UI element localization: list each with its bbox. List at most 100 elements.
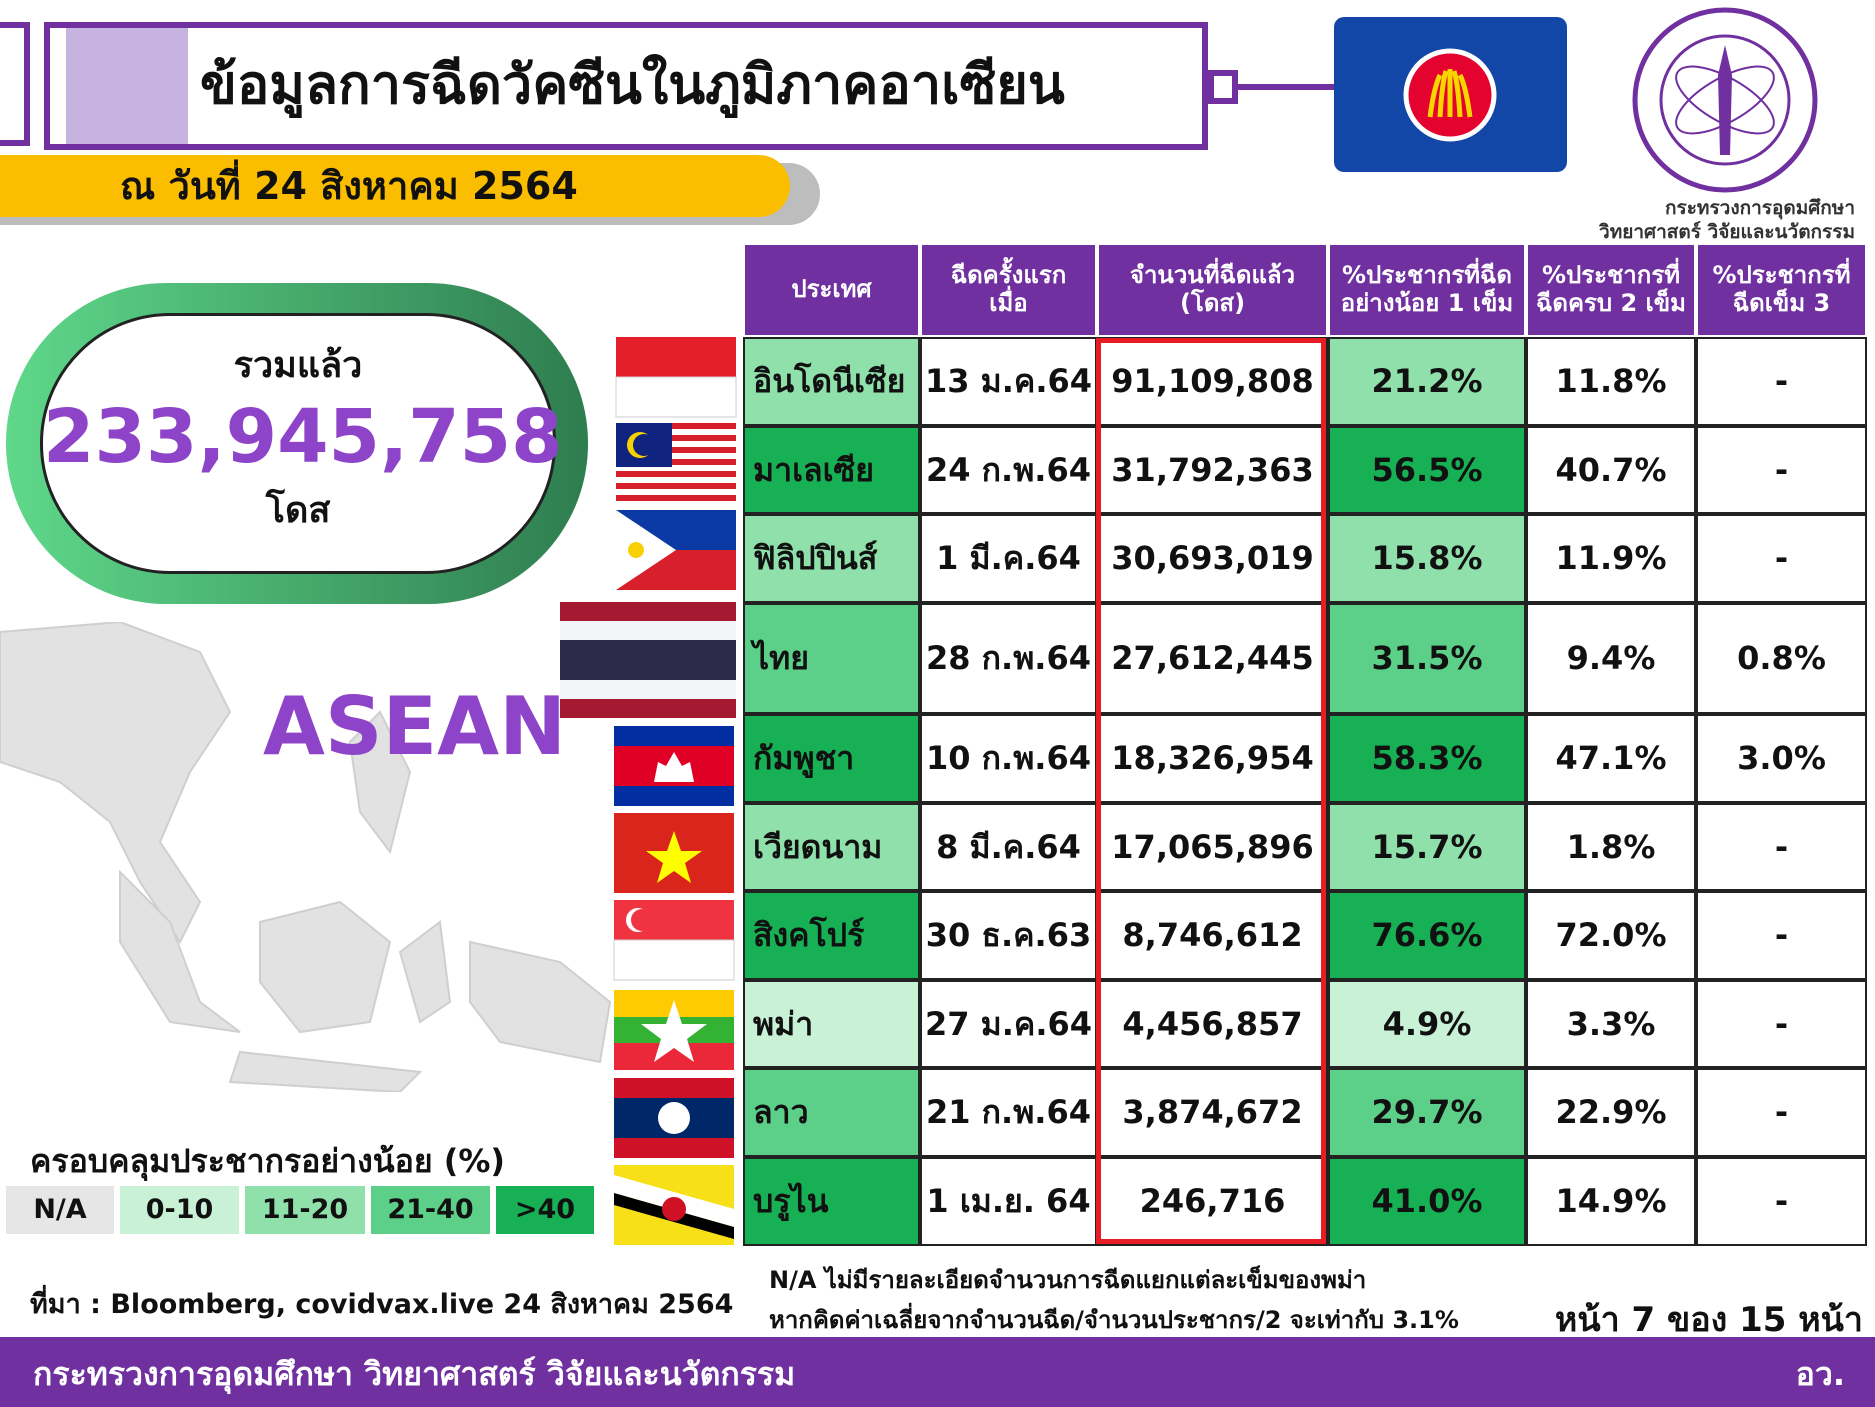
table-cell: 13 ม.ค.64 (920, 337, 1097, 426)
legend-title: ครอบคลุมประชากรอย่างน้อย (%) (30, 1142, 506, 1180)
title-box (44, 22, 1208, 150)
table-cell: 15.7% (1328, 803, 1526, 891)
table-cell: - (1696, 1068, 1867, 1157)
table-cell: 10 ก.พ.64 (920, 714, 1097, 803)
country-cell: สิงคโปร์ (743, 891, 920, 980)
total-value: 233,945,758 (43, 394, 563, 480)
table-cell: 1 เม.ย. 64 (920, 1157, 1097, 1246)
table-header: %ประชากรที่ฉีด อย่างน้อย 1 เข็ม (1328, 243, 1526, 337)
table-cell: - (1696, 514, 1867, 603)
table-cell: 27,612,445 (1097, 603, 1328, 714)
highlight-box (1096, 338, 1326, 1244)
table-cell: - (1696, 803, 1867, 891)
table-header: จำนวนที่ฉีดแล้ว (โดส) (1097, 243, 1328, 337)
country-cell: บรูไน (743, 1157, 920, 1246)
legend-item: 11-20 (245, 1186, 365, 1234)
page-number: หน้า 7 ของ 15 หน้า (1554, 1300, 1863, 1340)
table-cell: 11.8% (1526, 337, 1696, 426)
table-cell: 76.6% (1328, 891, 1526, 980)
table-cell: 41.0% (1328, 1157, 1526, 1246)
table-cell: 30 ธ.ค.63 (920, 891, 1097, 980)
total-unit: โดส (265, 490, 331, 531)
table-cell: 1.8% (1526, 803, 1696, 891)
table-cell: 40.7% (1526, 426, 1696, 514)
country-cell: ไทย (743, 603, 920, 714)
legend-item: 21-40 (371, 1186, 490, 1234)
na-note-line: N/A ไม่มีรายละเอียดจำนวนการฉีดแยกแต่ละเข… (769, 1266, 1367, 1294)
country-cell: อินโดนีเซีย (743, 337, 920, 426)
table-cell: 3.3% (1526, 980, 1696, 1068)
table-cell: 27 ม.ค.64 (920, 980, 1097, 1068)
table-cell: 0.8% (1696, 603, 1867, 714)
table-cell: 11.9% (1526, 514, 1696, 603)
footer-left: กระทรวงการอุดมศึกษา วิทยาศาสตร์ วิจัยและ… (33, 1355, 796, 1393)
table-cell: 3.0% (1696, 714, 1867, 803)
table-cell: 4.9% (1328, 980, 1526, 1068)
table-cell: - (1696, 337, 1867, 426)
country-cell: กัมพูชา (743, 714, 920, 803)
table-cell: 14.9% (1526, 1157, 1696, 1246)
table-cell: 17,065,896 (1097, 803, 1328, 891)
ministry-line: วิทยาศาสตร์ วิจัยและนวัตกรรม (1599, 221, 1855, 243)
header-line: จำนวนที่ฉีดแล้ว (1129, 261, 1296, 290)
table-cell: 9.4% (1526, 603, 1696, 714)
source: ที่มา : Bloomberg, covidvax.live 24 สิงห… (30, 1289, 734, 1320)
na-note: N/A ไม่มีรายละเอียดจำนวนการฉีดแยกแต่ละเข… (769, 1260, 1459, 1340)
table-cell: 58.3% (1328, 714, 1526, 803)
total-label: รวมแล้ว (233, 345, 363, 386)
footer-right: อว. (1795, 1355, 1845, 1393)
table-cell: 21 ก.พ.64 (920, 1068, 1097, 1157)
table-cell: 22.9% (1526, 1068, 1696, 1157)
table-cell: - (1696, 980, 1867, 1068)
header-line: ฉีดเข็ม 3 (1732, 289, 1831, 317)
syringe-end (0, 22, 30, 146)
total-box: รวมแล้ว 233,945,758 โดส (40, 313, 563, 574)
table-cell: 29.7% (1328, 1068, 1526, 1157)
title: ข้อมูลการฉีดวัคซีนในภูมิภาคอาเซียน (200, 53, 1065, 116)
table-cell: 4,456,857 (1097, 980, 1328, 1068)
legend-item: N/A (6, 1186, 114, 1234)
table-cell: 15.8% (1328, 514, 1526, 603)
header-line: ฉีดครบ 2 เข็ม (1536, 289, 1686, 317)
ministry-line: กระทรวงการอุดมศึกษา (1665, 197, 1855, 219)
syringe-fill (66, 28, 188, 144)
country-cell: เวียดนาม (743, 803, 920, 891)
flags (560, 337, 737, 1245)
header-line: %ประชากรที่ (1712, 261, 1851, 290)
country-cell: พม่า (743, 980, 920, 1068)
syringe-tip (1208, 70, 1238, 104)
table-cell: 3,874,672 (1097, 1068, 1328, 1157)
table-header: %ประชากรที่ ฉีดเข็ม 3 (1696, 243, 1867, 337)
map-label: ASEAN (263, 680, 567, 773)
table-cell: - (1696, 891, 1867, 980)
header-line: %ประชากรที่ (1541, 261, 1681, 290)
ministry-logo (1632, 7, 1818, 193)
table-cell: 8 มี.ค.64 (920, 803, 1097, 891)
needle (1238, 84, 1334, 90)
table-cell: 18,326,954 (1097, 714, 1328, 803)
ministry-name: กระทรวงการอุดมศึกษา วิทยาศาสตร์ วิจัยและ… (1599, 196, 1855, 244)
table-cell: - (1696, 1157, 1867, 1246)
table-cell: 28 ก.พ.64 (920, 603, 1097, 714)
legend-item: >40 (496, 1186, 594, 1234)
table-cell: - (1696, 426, 1867, 514)
country-cell: มาเลเซีย (743, 426, 920, 514)
footer-bar (0, 1337, 1875, 1407)
date: ณ วันที่ 24 สิงหาคม 2564 (0, 155, 790, 217)
table-cell: 21.2% (1328, 337, 1526, 426)
table-header: ฉีดครั้งแรก เมื่อ (920, 243, 1097, 337)
table-cell: 1 มี.ค.64 (920, 514, 1097, 603)
country-cell: ลาว (743, 1068, 920, 1157)
map (0, 622, 612, 1092)
country-cell: ฟิลิปปินส์ (743, 514, 920, 603)
table-header: ประเทศ (743, 243, 920, 337)
table-cell: 246,716 (1097, 1157, 1328, 1246)
header-line: ประเทศ (791, 275, 872, 304)
table-cell: 47.1% (1526, 714, 1696, 803)
header-line: เมื่อ (989, 289, 1028, 317)
header-line: %ประชากรที่ฉีด (1341, 261, 1512, 290)
table-header: %ประชากรที่ ฉีดครบ 2 เข็ม (1526, 243, 1696, 337)
header-line: (โดส) (1179, 289, 1246, 317)
table-cell: 56.5% (1328, 426, 1526, 514)
